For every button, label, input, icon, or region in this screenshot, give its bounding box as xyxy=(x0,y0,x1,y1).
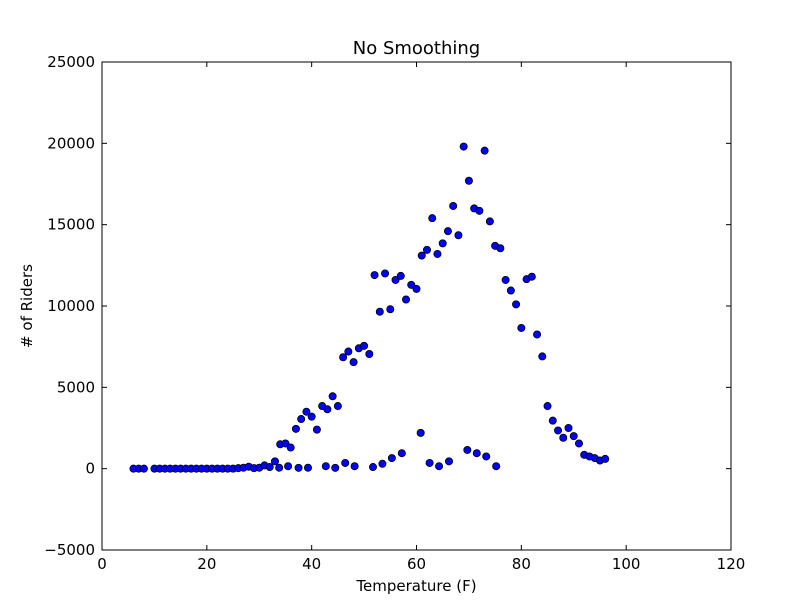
scatter-point xyxy=(433,249,442,258)
scatter-point xyxy=(344,347,353,356)
scatter-point xyxy=(297,415,306,424)
scatter-point xyxy=(378,459,387,468)
scatter-point xyxy=(506,286,515,295)
x-tick-label: 60 xyxy=(407,555,426,573)
scatter-point xyxy=(559,433,568,442)
scatter-point xyxy=(381,269,390,278)
scatter-point xyxy=(291,424,300,433)
scatter-point xyxy=(387,454,396,463)
scatter-point xyxy=(323,405,332,414)
scatter-point xyxy=(307,412,316,421)
scatter-point xyxy=(417,251,426,260)
scatter-point xyxy=(286,443,295,452)
plot-area xyxy=(102,62,731,550)
y-tick-label: 25000 xyxy=(47,53,95,71)
scatter-point xyxy=(333,402,342,411)
scatter-point xyxy=(294,463,303,472)
scatter-point xyxy=(328,392,337,401)
scatter-point xyxy=(482,452,491,461)
scatter-point xyxy=(365,349,374,358)
scatter-point xyxy=(321,462,330,471)
scatter-point xyxy=(496,244,505,253)
scatter-point xyxy=(391,275,400,284)
scatter-point xyxy=(538,352,547,361)
scatter-point xyxy=(370,271,379,280)
scatter-point xyxy=(548,416,557,425)
scatter-point xyxy=(527,272,536,281)
x-tick-label: 80 xyxy=(512,555,531,573)
scatter-point xyxy=(463,445,472,454)
scatter-point xyxy=(533,330,542,339)
scatter-point xyxy=(396,271,405,280)
scatter-point xyxy=(480,146,489,155)
scatter-point xyxy=(303,463,312,472)
scatter-point xyxy=(449,201,458,210)
scatter-point xyxy=(302,407,311,416)
x-tick-label: 100 xyxy=(612,555,641,573)
scatter-point xyxy=(368,463,377,472)
scatter-point xyxy=(281,439,290,448)
scatter-point xyxy=(554,426,563,435)
scatter-point xyxy=(360,341,369,350)
scatter-point xyxy=(375,307,384,316)
scatter-point xyxy=(438,239,447,248)
x-tick-label: 40 xyxy=(302,555,321,573)
scatter-point xyxy=(331,463,340,472)
scatter-point xyxy=(454,231,463,240)
data-points xyxy=(129,142,610,473)
scatter-point xyxy=(139,464,148,473)
y-axis-ticks: −5000 0 5000 10000 15000 20000 25000 xyxy=(44,53,731,559)
x-tick-label: 120 xyxy=(717,555,746,573)
scatter-point xyxy=(435,462,444,471)
x-axis-label: Temperature (F) xyxy=(355,577,476,595)
scatter-point xyxy=(501,275,510,284)
scatter-point xyxy=(339,353,348,362)
scatter-point xyxy=(349,358,358,367)
scatter-point xyxy=(275,463,284,472)
scatter-point xyxy=(407,280,416,289)
plot-frame xyxy=(101,61,732,551)
scatter-point xyxy=(416,428,425,437)
scatter-point xyxy=(569,432,578,441)
scatter-point xyxy=(312,425,321,434)
scatter-point xyxy=(601,454,610,463)
chart-title: No Smoothing xyxy=(353,38,481,59)
scatter-point xyxy=(475,206,484,215)
scatter-point xyxy=(517,323,526,332)
scatter-point xyxy=(543,402,552,411)
y-tick-label: 5000 xyxy=(57,378,95,396)
scatter-point xyxy=(425,458,434,467)
x-axis-ticks: 0 20 40 60 80 100 120 xyxy=(97,62,745,573)
x-tick-label: 20 xyxy=(197,555,216,573)
y-tick-label: 0 xyxy=(85,460,95,478)
y-axis-label: # of Riders xyxy=(18,264,36,348)
scatter-point xyxy=(422,245,431,254)
scatter-point xyxy=(265,463,274,472)
scatter-point xyxy=(350,462,359,471)
y-tick-label: 20000 xyxy=(47,134,95,152)
y-tick-label: −5000 xyxy=(44,541,95,559)
scatter-point xyxy=(512,300,521,309)
scatter-point xyxy=(341,458,350,467)
x-tick-label: 0 xyxy=(97,555,107,573)
scatter-point xyxy=(574,439,583,448)
scatter-point xyxy=(464,176,473,185)
scatter-point xyxy=(444,457,453,466)
scatter-point xyxy=(472,449,481,458)
scatter-point xyxy=(459,142,468,151)
y-tick-label: 15000 xyxy=(47,216,95,234)
scatter-point xyxy=(492,462,501,471)
scatter-point xyxy=(270,457,279,466)
y-tick-label: 10000 xyxy=(47,297,95,315)
scatter-point xyxy=(402,295,411,304)
scatter-point xyxy=(428,214,437,223)
scatter-point xyxy=(386,305,395,314)
scatter-point xyxy=(412,284,421,293)
scatter-point xyxy=(397,449,406,458)
scatter-point xyxy=(443,227,452,236)
scatter-point xyxy=(564,423,573,432)
scatter-point xyxy=(485,217,494,226)
scatter-point xyxy=(284,462,293,471)
